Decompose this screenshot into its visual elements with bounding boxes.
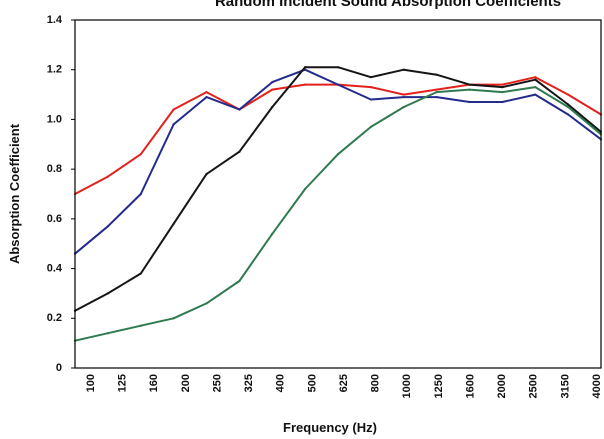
data-point xyxy=(106,332,109,335)
y-axis-label: Absorption Coefficient xyxy=(7,123,22,264)
x-axis: 100 125 160 200 250 325 400 500 625 800 1000 1250 16… xyxy=(85,374,603,398)
data-point xyxy=(336,83,340,86)
x-tick-label: 625 xyxy=(338,374,350,392)
x-tick-label: 125 xyxy=(117,374,129,392)
data-point xyxy=(106,225,109,228)
data-point xyxy=(501,100,504,104)
data-point xyxy=(271,105,274,109)
data-point xyxy=(567,105,570,109)
y-tick-label: 0.4 xyxy=(47,262,63,274)
data-point xyxy=(271,88,274,91)
plot-frame xyxy=(74,19,602,369)
data-point xyxy=(369,125,372,128)
data-point xyxy=(205,173,208,176)
data-point xyxy=(172,317,175,320)
data-point xyxy=(304,66,307,69)
x-tick-label: 4000 xyxy=(591,374,603,398)
x-tick-label: 250 xyxy=(211,374,223,392)
series-line-1 xyxy=(74,76,602,195)
data-point xyxy=(172,123,175,126)
data-point xyxy=(501,86,504,89)
data-point xyxy=(271,232,274,235)
data-point xyxy=(172,222,175,225)
x-tick-label: 2500 xyxy=(528,374,540,398)
y-tick-label: 0 xyxy=(56,362,62,374)
x-tick-label: 3150 xyxy=(559,374,571,398)
y-tick-label: 0.8 xyxy=(47,163,62,175)
x-tick-label: 500 xyxy=(306,374,318,392)
y-tick-label: 0.2 xyxy=(47,312,62,324)
data-point xyxy=(139,153,142,156)
x-tick-label: 100 xyxy=(85,374,97,392)
data-point xyxy=(271,81,274,84)
data-point xyxy=(172,108,175,111)
y-tick-label: 1.4 xyxy=(47,14,63,26)
y-tick-label: 1.2 xyxy=(47,64,62,76)
data-point xyxy=(501,83,504,86)
data-point xyxy=(534,86,537,89)
data-point xyxy=(435,90,438,94)
data-point xyxy=(402,93,405,96)
x-tick-label: 160 xyxy=(148,374,160,392)
data-point xyxy=(106,292,109,295)
data-point xyxy=(468,83,471,86)
x-tick-label: 325 xyxy=(243,374,255,392)
data-point xyxy=(435,95,438,99)
data-point xyxy=(534,93,537,96)
data-point xyxy=(336,66,340,69)
data-point xyxy=(534,78,537,81)
data-point xyxy=(402,105,405,109)
data-point xyxy=(567,93,570,96)
data-point xyxy=(567,113,570,116)
data-point xyxy=(468,88,471,91)
series-line-2 xyxy=(74,68,602,255)
data-point xyxy=(402,95,405,99)
x-tick-label: 1000 xyxy=(401,374,413,398)
y-tick-label: 0.6 xyxy=(47,213,62,225)
y-tick-label: 1.0 xyxy=(47,113,62,125)
data-point xyxy=(238,279,241,283)
x-tick-label: 400 xyxy=(275,374,287,392)
data-point xyxy=(501,90,504,94)
data-point xyxy=(534,76,537,79)
data-point xyxy=(238,150,241,153)
data-point xyxy=(205,302,208,305)
data-point xyxy=(205,90,208,94)
data-point xyxy=(336,153,340,156)
data-point xyxy=(567,103,570,106)
y-axis: 0 0.2 0.4 0.6 0.8 1.0 1.2 1.4 xyxy=(47,14,75,374)
series-line-3 xyxy=(74,66,602,312)
data-point xyxy=(304,83,307,86)
data-point xyxy=(238,108,241,111)
x-tick-label: 800 xyxy=(370,374,382,392)
data-point xyxy=(468,100,471,104)
data-point xyxy=(139,192,142,196)
series-line-4 xyxy=(74,86,602,342)
x-axis-label: Frequency (Hz) xyxy=(283,420,377,435)
data-point xyxy=(205,95,208,99)
x-tick-label: 1600 xyxy=(464,374,476,398)
x-tick-label: 200 xyxy=(180,374,192,392)
data-point xyxy=(369,86,372,89)
data-point xyxy=(139,272,142,275)
chart-title: Random Incident Sound Absorption Coeffic… xyxy=(215,0,561,10)
data-point xyxy=(435,73,438,76)
x-tick-label: 1250 xyxy=(433,374,445,398)
data-point xyxy=(402,68,405,71)
data-point xyxy=(106,175,109,178)
series-layer xyxy=(73,66,603,342)
data-point xyxy=(369,98,372,101)
data-point xyxy=(304,187,307,191)
data-point xyxy=(435,88,438,91)
data-point xyxy=(139,324,142,327)
data-point xyxy=(369,76,372,79)
x-tick-label: 2000 xyxy=(496,374,508,398)
